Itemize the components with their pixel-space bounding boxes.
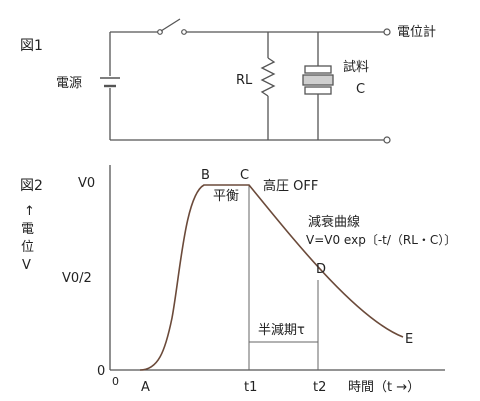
figure1-circuit: 図1 電位計 電源 RL 試料 C bbox=[20, 18, 436, 144]
resistor-label: RL bbox=[236, 73, 253, 88]
decay-curve-title: 減衰曲線 bbox=[308, 214, 360, 230]
figure1-title: 図1 bbox=[20, 38, 43, 54]
potential-curve bbox=[139, 184, 404, 371]
meter-terminal-top bbox=[383, 28, 391, 36]
point-c-label: C bbox=[240, 168, 249, 183]
half-life-label: 半減期τ bbox=[258, 322, 305, 338]
point-b-label: B bbox=[201, 168, 210, 183]
figure2-title: 図2 bbox=[20, 178, 43, 194]
resistor-zigzag bbox=[260, 57, 276, 97]
meter-label: 電位計 bbox=[397, 24, 436, 40]
meter-terminal-bottom bbox=[383, 136, 391, 144]
capacitor-plate-bottom bbox=[304, 86, 332, 95]
y-axis-arrow: ↑ bbox=[24, 204, 35, 219]
point-e-label: E bbox=[405, 332, 413, 347]
y-tick-zero: 0 bbox=[97, 364, 105, 379]
y-axis-label-char-1: 電 bbox=[21, 222, 34, 237]
x-tick-origin: 0 bbox=[112, 375, 119, 388]
decay-formula: V=V0 exp〔-t/（RL・C）〕 bbox=[306, 233, 456, 247]
sample-block bbox=[302, 74, 334, 86]
x-tick-t1: t1 bbox=[244, 380, 257, 395]
x-tick-a: A bbox=[141, 380, 150, 395]
y-axis-label-char-2: 位 bbox=[21, 240, 34, 255]
figure2-graph: 図2 ↑ 電 位 V V0 V0/2 0 0 A t1 t2 時間（t →） 半… bbox=[20, 165, 456, 395]
capacitor-label: C bbox=[356, 82, 365, 97]
x-tick-t2: t2 bbox=[313, 380, 326, 395]
power-source-label: 電源 bbox=[56, 76, 82, 91]
sample-label: 試料 bbox=[343, 59, 369, 75]
y-tick-v0: V0 bbox=[78, 176, 95, 191]
x-axis-label: 時間（t →） bbox=[348, 380, 420, 395]
switch-contact-right bbox=[181, 29, 187, 35]
point-d-label: D bbox=[316, 262, 326, 277]
balance-label: 平衡 bbox=[213, 189, 239, 204]
hv-off-label: 高圧 OFF bbox=[263, 178, 318, 194]
switch-blade bbox=[160, 18, 181, 32]
y-axis-label-char-3: V bbox=[22, 258, 31, 273]
capacitor-plate-top bbox=[304, 65, 332, 74]
y-tick-v0-half: V0/2 bbox=[62, 271, 92, 286]
